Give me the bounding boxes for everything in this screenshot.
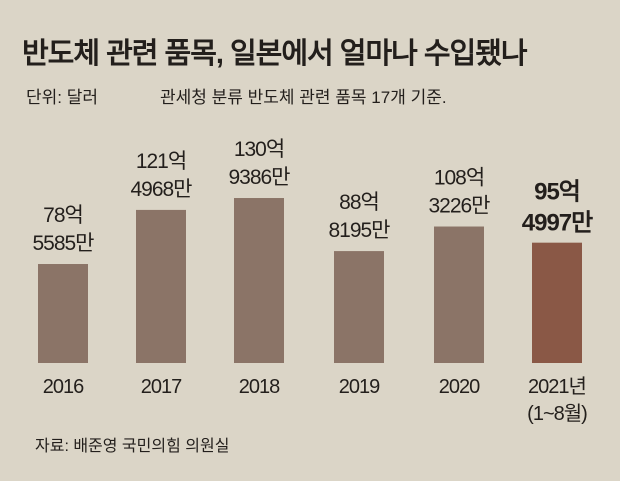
x-tick-label: 2016 — [43, 376, 84, 398]
value-label: 4968만 — [130, 178, 192, 201]
chart-title: 반도체 관련 품목, 일본에서 얼마나 수입됐나 — [22, 38, 528, 70]
value-label: 95억 — [534, 179, 580, 206]
value-label: 78억 — [43, 204, 83, 227]
x-tick-label: 2020 — [439, 376, 480, 398]
bar-2017 — [136, 209, 186, 363]
bar-2019 — [334, 251, 384, 363]
value-label: 5585만 — [32, 232, 94, 255]
unit-label: 단위: 달러 — [26, 88, 99, 107]
value-label: 88억 — [339, 191, 379, 214]
bar-2020 — [434, 226, 484, 363]
value-label: 130억 — [234, 138, 284, 161]
value-label: 9386만 — [228, 166, 290, 189]
source-note: 자료: 배준영 국민의힘 의원실 — [35, 438, 230, 455]
x-tick-label: 2017 — [141, 376, 182, 398]
bar-2018 — [234, 198, 284, 363]
x-tick-label: 2021년 — [528, 375, 586, 398]
x-tick-sublabel: (1~8월) — [527, 402, 587, 425]
value-label: 8195만 — [328, 219, 390, 242]
value-label: 121억 — [136, 150, 186, 173]
value-label: 4997만 — [522, 210, 593, 237]
x-tick-label: 2018 — [239, 376, 280, 398]
bar-2016 — [38, 264, 88, 363]
bar-2021년 — [532, 242, 582, 363]
value-label: 3226만 — [428, 195, 490, 218]
chart-note: 관세청 분류 반도체 관련 품목 17개 기준. — [160, 88, 447, 107]
value-label: 108억 — [434, 167, 484, 190]
x-tick-label: 2019 — [339, 376, 380, 398]
